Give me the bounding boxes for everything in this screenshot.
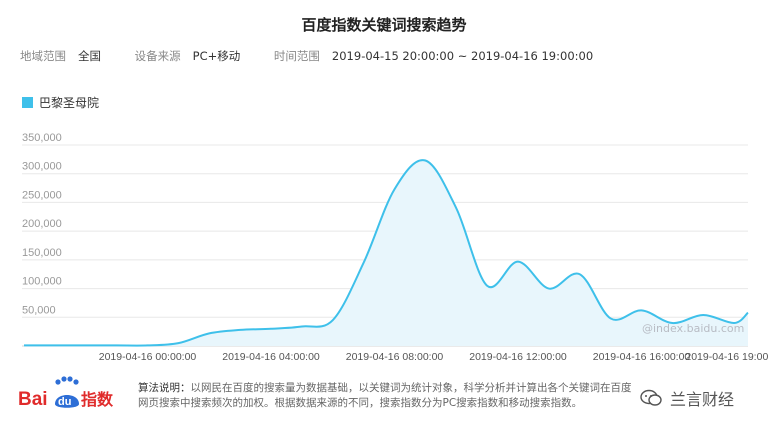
x-tick-label: 2019-04-16 08:00:00	[346, 351, 444, 363]
note-text: 以网民在百度的搜索量为数据基础，以关键词为统计对象，科学分析并计算出各个关键词在…	[138, 382, 632, 409]
chart-title: 百度指数关键词搜索趋势	[301, 16, 467, 34]
time-value[interactable]: 2019-04-15 20:00:00 ~ 2019-04-16 19:00:0…	[331, 49, 594, 63]
note-label: 算法说明：	[138, 382, 191, 394]
legend-swatch	[22, 97, 33, 108]
region-value[interactable]: 全国	[78, 49, 101, 63]
region-label: 地域范围	[20, 49, 66, 63]
baidu-index-logo: Bai du 指数	[18, 376, 122, 416]
device-value[interactable]: PC+移动	[192, 49, 241, 63]
x-tick-label: 2019-04-16 19:00:00	[685, 351, 768, 363]
chart-legend[interactable]: 巴黎圣母院	[22, 94, 99, 111]
series-area	[24, 160, 748, 346]
x-tick-label: 2019-04-16 04:00:00	[222, 351, 320, 363]
x-tick-label: 2019-04-16 12:00:00	[469, 351, 567, 363]
y-tick-label: 100,000	[22, 276, 62, 288]
svg-text:指数: 指数	[81, 390, 114, 409]
svg-text:Bai: Bai	[18, 389, 48, 410]
legend-label: 巴黎圣母院	[39, 96, 100, 110]
watermark: @index.baidu.com	[642, 322, 745, 335]
y-tick-label: 200,000	[22, 218, 62, 230]
source-credit: 兰言财经	[640, 386, 734, 410]
y-tick-label: 300,000	[22, 161, 62, 173]
x-tick-label: 2019-04-16 16:00:00	[593, 351, 691, 363]
series-line	[23, 159, 749, 347]
algorithm-note: 算法说明：以网民在百度的搜索量为数据基础，以关键词为统计对象，科学分析并计算出各…	[138, 381, 638, 411]
wechat-icon	[640, 389, 662, 406]
filter-bar: 地域范围 全国 设备来源 PC+移动 时间范围 2019-04-15 20:00:00…	[20, 48, 623, 64]
y-tick-label: 250,000	[22, 189, 62, 201]
time-label: 时间范围	[273, 49, 320, 63]
x-tick-label: 2019-04-16 00:00:00	[99, 351, 197, 363]
y-tick-label: 150,000	[22, 247, 62, 259]
svg-text:du: du	[58, 396, 71, 408]
y-tick-label: 50,000	[22, 304, 56, 316]
device-label: 设备来源	[134, 49, 181, 63]
y-tick-label: 350,000	[22, 132, 62, 144]
credit-text: 兰言财经	[670, 390, 735, 409]
